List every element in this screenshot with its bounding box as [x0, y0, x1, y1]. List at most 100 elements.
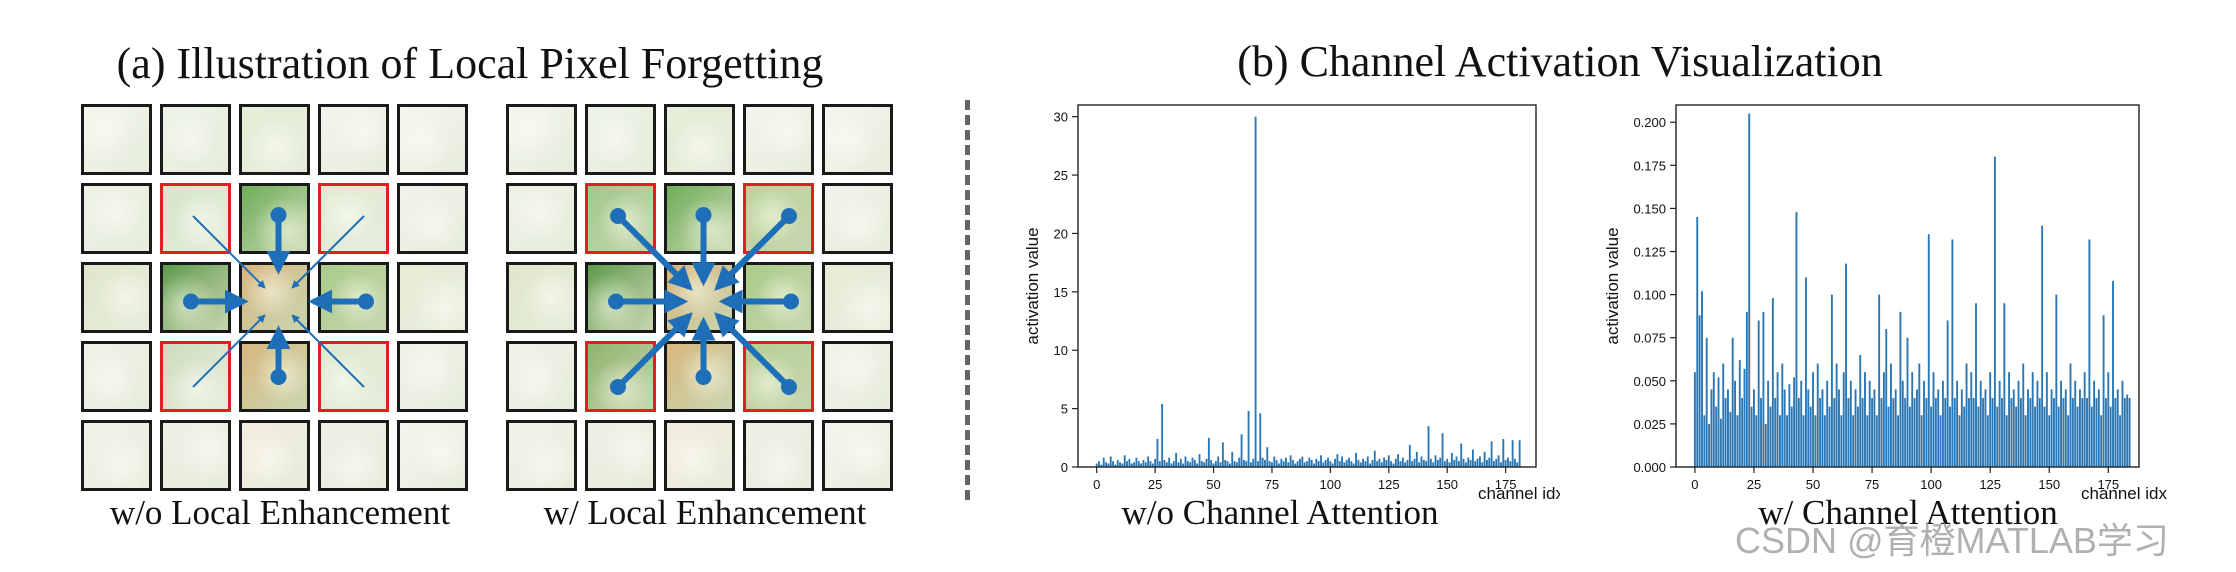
bar-channel-114 [1963, 406, 1966, 467]
bar-channel-184 [2128, 398, 2131, 467]
bar-channel-95 [1918, 363, 1921, 467]
bar-channel-152 [2053, 398, 2055, 467]
bar-channel-150 [1446, 458, 1449, 467]
bar-channel-156 [2062, 398, 2065, 467]
bar-channel-19 [1738, 360, 1741, 467]
bar-channel-132 [2005, 415, 2008, 467]
bar-channel-158 [2067, 415, 2070, 467]
bar-channel-21 [1743, 368, 1746, 467]
bar-channel-150 [2048, 415, 2051, 467]
bar-channel-142 [1427, 426, 1430, 467]
bar-channel-68 [1854, 389, 1857, 467]
bar-channel-36 [1179, 458, 1182, 467]
bar-channel-88 [1901, 380, 1904, 467]
bar-channel-153 [2055, 294, 2058, 467]
bar-channel-108 [1348, 457, 1350, 467]
bar-channel-149 [1443, 461, 1446, 467]
image-tile-r1-c3 [743, 183, 814, 254]
bar-channel-183 [2126, 394, 2129, 467]
bar-channel-175 [2107, 372, 2110, 467]
bar-channel-56 [1226, 461, 1229, 467]
bar-channel-59 [1233, 461, 1236, 467]
bar-channel-39 [1186, 461, 1189, 467]
bar-channel-94 [1916, 389, 1918, 467]
y-tick-label-1: 5 [1061, 402, 1068, 417]
bar-channel-127 [1993, 156, 1996, 467]
bar-channel-161 [1471, 449, 1474, 467]
bar-channel-67 [1252, 458, 1255, 467]
bar-channel-60 [1235, 462, 1238, 467]
arrow-bottom-left [615, 312, 693, 390]
bar-channel-4 [1703, 415, 1706, 467]
arrow-origin-bottom [695, 369, 712, 385]
x-tick-label-150: 150 [2038, 477, 2060, 492]
bar-channel-141 [1425, 461, 1428, 467]
bar-channel-67 [1852, 415, 1855, 467]
x-tick-label-50: 50 [1806, 477, 1820, 492]
bar-channel-141 [2027, 389, 2029, 467]
bar-channel-113 [1359, 462, 1362, 467]
bar-channel-69 [1256, 461, 1259, 467]
bar-channel-111 [1355, 452, 1358, 467]
bar-channel-18 [1736, 415, 1739, 467]
bar-channel-116 [1967, 398, 1970, 467]
bar-channel-89 [1904, 398, 1907, 467]
bar-channel-173 [2102, 315, 2105, 467]
x-axis-label: channel idx [2081, 484, 2168, 503]
bar-channel-143 [2031, 372, 2034, 467]
bar-channel-31 [1168, 457, 1171, 467]
bar-channel-47 [1205, 458, 1208, 467]
y-tick-label-0: 0 [1061, 460, 1068, 475]
bar-channel-29 [1762, 311, 1765, 467]
bar-channel-177 [1509, 461, 1512, 467]
thin-arrow-top-left [192, 215, 266, 289]
bar-channel-139 [2022, 363, 2025, 467]
bar-channel-64 [1845, 263, 1848, 467]
bar-channel-51 [1814, 415, 1817, 467]
bar-channel-97 [1322, 462, 1325, 467]
image-tile-r1-c4 [397, 183, 468, 254]
image-tile-r1-c0 [506, 183, 577, 254]
bar-channel-83 [1289, 455, 1292, 467]
bar-channel-24 [1750, 406, 1753, 467]
bar-channel-92 [1911, 372, 1914, 467]
bar-channel-40 [1189, 462, 1192, 467]
bar-channel-78 [1278, 463, 1280, 467]
bar-channel-5 [1107, 463, 1110, 467]
bar-channel-135 [1411, 461, 1414, 467]
bar-channel-81 [1285, 457, 1287, 467]
bar-channel-118 [1972, 398, 1975, 467]
image-tile-r4-c0 [81, 420, 152, 491]
panel-b-title: (b) Channel Activation Visualization [1237, 37, 1883, 86]
bar-channel-71 [1861, 398, 1864, 467]
panel-a-title: (a) Illustration of Local Pixel Forgetti… [116, 39, 824, 88]
bar-channel-70 [1259, 413, 1262, 467]
bar-channel-31 [1767, 380, 1770, 467]
bar-channel-37 [1781, 363, 1784, 467]
bar-channel-0 [1095, 463, 1098, 467]
bar-channel-123 [1383, 457, 1386, 467]
bar-channel-174 [1502, 438, 1505, 467]
bar-channel-139 [1420, 456, 1423, 467]
bar-channel-181 [2121, 380, 2124, 467]
bar-channel-56 [1826, 380, 1829, 467]
bar-channel-129 [1397, 454, 1400, 467]
bar-channel-164 [1478, 456, 1481, 467]
bar-channel-66 [1849, 380, 1852, 467]
bar-channel-25 [1753, 389, 1755, 467]
bar-channel-122 [1380, 462, 1383, 467]
arrow-origin-top-left [610, 208, 626, 224]
bar-channel-3 [1102, 457, 1105, 467]
bar-channel-90 [1906, 337, 1909, 467]
bar-channel-112 [1958, 415, 1961, 467]
arrow-origin-top [695, 207, 712, 223]
x-tick-label-100: 100 [1320, 477, 1342, 492]
bar-channel-52 [1217, 456, 1220, 467]
image-tile-r2-c4 [397, 262, 468, 333]
image-tile-r4-c4 [397, 420, 468, 491]
bar-channel-34 [1175, 452, 1178, 467]
bar-channel-106 [1944, 398, 1947, 467]
bar-channel-10 [1717, 377, 1720, 467]
bar-channel-126 [1390, 461, 1393, 467]
bar-channel-145 [2036, 380, 2039, 467]
